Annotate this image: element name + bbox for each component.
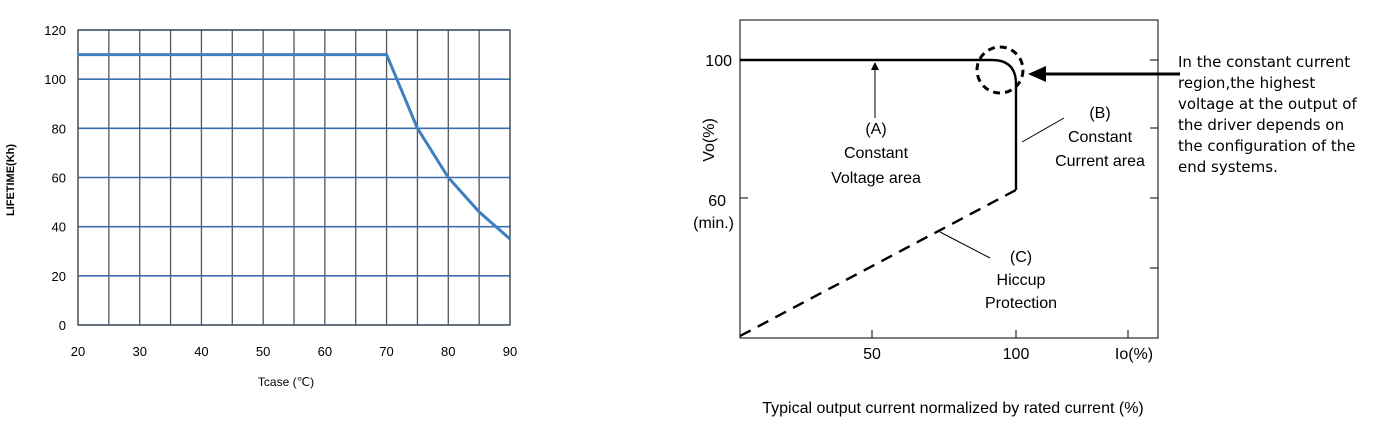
lifetime-y-tick-label: 120 — [44, 23, 66, 38]
vi-annot-c-line1: (C) — [1010, 249, 1032, 266]
vi-y-tick-label-60: 60 — [708, 193, 726, 210]
lifetime-y-tick-label: 80 — [52, 121, 66, 136]
lifetime-y-tick-label: 100 — [44, 72, 66, 87]
vi-x-tick-label-50: 50 — [863, 346, 881, 363]
lifetime-x-tick-label: 50 — [256, 344, 270, 359]
vi-corner-highlight-circle — [975, 45, 1025, 95]
note-line: voltage at the output of — [1178, 95, 1357, 113]
vi-annot-b-line1: (B) — [1089, 105, 1110, 122]
lifetime-y-tick-label: 20 — [52, 269, 66, 284]
note-line: the driver depends on — [1178, 116, 1345, 134]
lifetime-x-tick-label: 70 — [379, 344, 393, 359]
lifetime-plot-frame — [77, 29, 511, 326]
vi-x-tick-label-io: Io(%) — [1115, 346, 1153, 363]
vi-annot-b-line3: Current area — [1055, 153, 1145, 170]
lifetime-tick-labels: 20 30 40 50 60 70 80 90 0 20 40 60 80 100 120 — [44, 23, 517, 359]
vi-annot-a-line2: Constant — [844, 145, 909, 162]
vi-annot-a-line3: Voltage area — [831, 170, 921, 187]
lifetime-x-tick-label: 90 — [503, 344, 517, 359]
lifetime-x-tick-label: 30 — [132, 344, 146, 359]
lifetime-y-axis-label: LIFETIME(Kh) — [5, 144, 17, 216]
lifetime-x-tick-label: 60 — [318, 344, 332, 359]
note-line: the configuration of the — [1178, 137, 1356, 155]
lifetime-x-axis-label: Tcase (℃) — [258, 375, 314, 389]
vi-pointer-c — [939, 231, 991, 259]
note-line: In the constant current — [1178, 53, 1351, 71]
constant-current-note: In the constant current region,the highe… — [1178, 52, 1393, 178]
vi-y-axis-label: Vo(%) — [701, 118, 718, 162]
vi-output-curve — [740, 58, 1018, 190]
vi-note-arrow-head — [1028, 66, 1046, 82]
vi-hiccup-curve — [739, 188, 1017, 338]
vi-annot-b-line2: Constant — [1068, 129, 1133, 146]
lifetime-x-tick-label: 20 — [71, 344, 85, 359]
lifetime-x-tick-label: 80 — [441, 344, 455, 359]
vi-pointer-b — [1021, 117, 1065, 143]
vi-annot-a-line1: (A) — [865, 121, 886, 138]
lifetime-x-tick-label: 40 — [194, 344, 208, 359]
lifetime-y-tick-label: 60 — [52, 171, 66, 186]
lifetime-y-tick-label: 0 — [59, 318, 66, 333]
vi-annot-c-line2: Hiccup — [997, 272, 1046, 289]
note-line: region,the highest — [1178, 74, 1316, 92]
vi-x-tick-label-100: 100 — [1003, 346, 1030, 363]
vi-y-tick-label-100: 100 — [705, 53, 732, 70]
lifetime-curve — [78, 53, 511, 241]
note-line: end systems. — [1178, 158, 1278, 176]
vi-plot-frame — [739, 19, 1159, 339]
vi-y-tick-label-min: (min.) — [693, 215, 734, 232]
vi-annot-c-line3: Protection — [985, 295, 1057, 312]
lifetime-y-tick-label: 40 — [52, 220, 66, 235]
vi-x-axis-label: Typical output current normalized by rat… — [762, 400, 1144, 417]
lifetime-grid — [77, 29, 511, 326]
